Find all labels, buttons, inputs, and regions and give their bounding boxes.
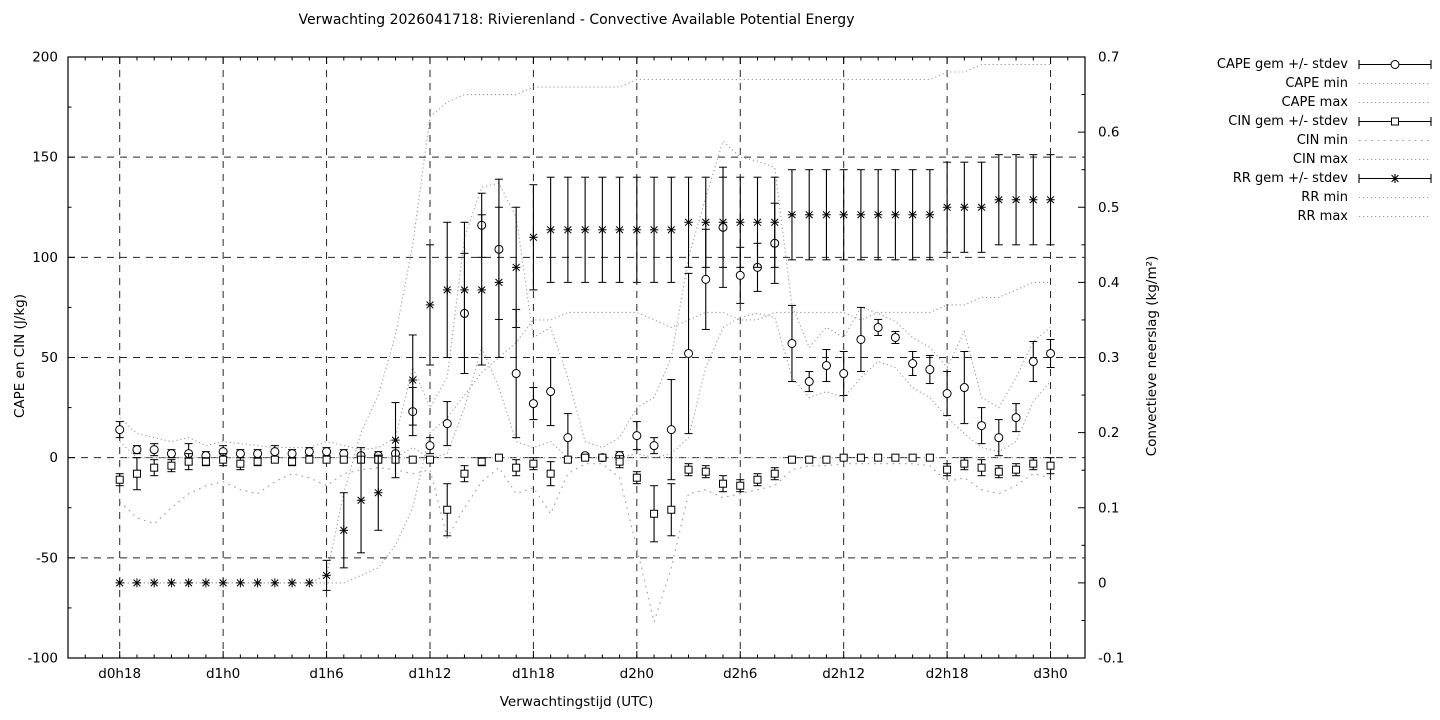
left-tick-label: 100	[32, 250, 58, 266]
right-tick-label: 0.3	[1098, 350, 1119, 366]
right-tick-label: 0.1	[1098, 500, 1119, 516]
x-tick-label: d1h18	[512, 666, 555, 682]
legend-item-cape-max: CAPE max	[1217, 93, 1435, 112]
legend-item-cape-gem-stdev: CAPE gem +/- stdev	[1217, 55, 1435, 74]
left-tick-label: 150	[32, 150, 58, 166]
x-tick-label: d3h0	[1033, 666, 1067, 682]
left-tick-label: 0	[49, 450, 58, 466]
legend-sample-dotted-line-icon	[1359, 158, 1431, 161]
legend-item-rr-gem-stdev: RR gem +/- stdev	[1217, 169, 1435, 188]
legend-label: RR gem +/- stdev	[1232, 171, 1348, 186]
legend-item-cin-max: CIN max	[1217, 150, 1435, 169]
right-tick-label: -0.1	[1098, 651, 1124, 667]
right-tick-label: 0.5	[1098, 200, 1119, 216]
legend-item-rr-max: RR max	[1217, 207, 1435, 226]
x-tick-label: d2h12	[822, 666, 865, 682]
curve-cape-max	[119, 140, 1051, 451]
right-tick-label: 0.7	[1098, 50, 1119, 66]
legend-label: CAPE max	[1281, 95, 1348, 110]
legend-item-cin-min: CIN min	[1217, 131, 1435, 150]
x-tick-label: d2h18	[926, 666, 969, 682]
legend-item-rr-min: RR min	[1217, 188, 1435, 207]
legend-label: CIN min	[1296, 133, 1348, 148]
x-axis-title: Verwachtingstijd (UTC)	[499, 694, 654, 710]
left-tick-label: 200	[32, 50, 58, 66]
right-tick-label: 0.4	[1098, 275, 1119, 291]
x-tick-label: d2h0	[620, 666, 654, 682]
left-tick-label: -50	[36, 550, 58, 566]
legend: CAPE gem +/- stdev CAPE min CAPE max CIN ge…	[1217, 55, 1435, 226]
legend-sample-dotted-line-icon	[1359, 82, 1431, 85]
ticks	[67, 56, 1086, 659]
legend-label: RR min	[1301, 190, 1348, 205]
x-tick-label: d2h6	[723, 666, 757, 682]
left-tick-label: -100	[27, 651, 58, 667]
legend-item-cape-min: CAPE min	[1217, 74, 1435, 93]
right-tick-label: 0.2	[1098, 425, 1119, 441]
series-rr-gem-stdev	[115, 154, 1055, 591]
legend-sample-circle-errorbar-icon	[1358, 60, 1432, 69]
legend-sample-star-errorbar-icon	[1358, 174, 1432, 183]
series-cin-gem-stdev	[115, 453, 1055, 543]
curve-cin-min	[119, 463, 1051, 624]
x-tick-label: d1h6	[309, 666, 343, 682]
legend-sample-dotted-line-icon	[1359, 101, 1431, 104]
legend-label: CAPE min	[1285, 76, 1348, 91]
legend-sample-dotted-line-icon	[1359, 215, 1431, 218]
legend-sample-square-errorbar-icon	[1358, 117, 1432, 126]
right-tick-label: 0	[1098, 575, 1107, 591]
legend-label: RR max	[1297, 209, 1348, 224]
x-tick-label: d1h0	[206, 666, 240, 682]
legend-label: CAPE gem +/- stdev	[1216, 57, 1348, 72]
curve-cape-min	[119, 312, 1051, 459]
grid	[68, 57, 1085, 658]
left-tick-label: 50	[41, 350, 58, 366]
legend-label: CIN gem +/- stdev	[1228, 114, 1348, 129]
legend-item-cin-gem-stdev: CIN gem +/- stdev	[1217, 112, 1435, 131]
legend-sample-dotted-line-icon	[1359, 139, 1431, 142]
legend-label: CIN max	[1292, 152, 1348, 167]
x-tick-label: d0h18	[98, 666, 141, 682]
right-tick-label: 0.6	[1098, 125, 1119, 141]
curve-rr-min	[119, 281, 1051, 584]
x-tick-label: d1h12	[409, 666, 452, 682]
chart-title: Verwachting 2026041718: Rivierenland - C…	[298, 12, 855, 28]
curve-rr-max	[119, 63, 1051, 584]
legend-sample-dotted-line-icon	[1359, 196, 1431, 199]
